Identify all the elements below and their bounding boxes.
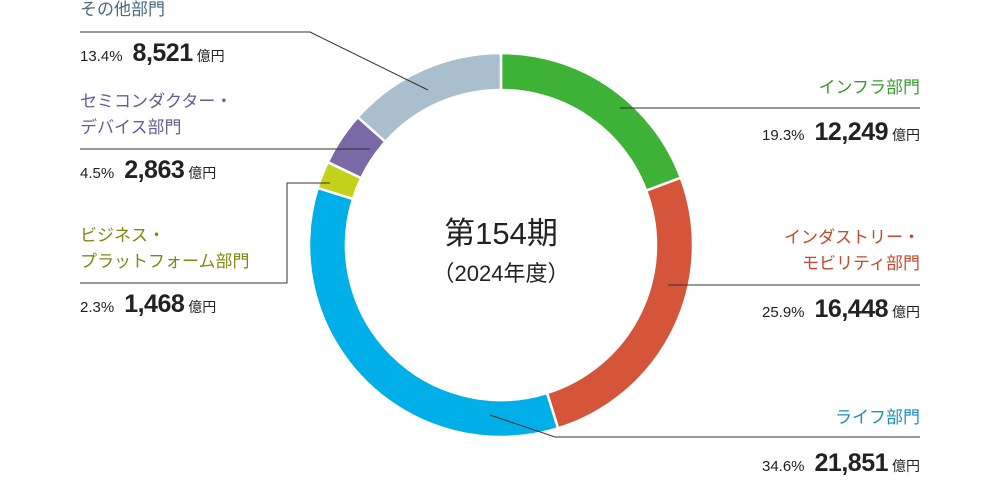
- unit-label: 億円: [892, 304, 920, 320]
- leader-line: [80, 182, 330, 284]
- leader-line: [80, 31, 429, 91]
- donut-segment: [356, 51, 503, 144]
- unit-label: 億円: [892, 127, 920, 143]
- amount-label: 2,863: [124, 156, 185, 184]
- percent-label: 13.4%: [80, 48, 123, 65]
- unit-label: 億円: [892, 458, 920, 474]
- amount-label: 21,851: [814, 449, 889, 477]
- category-label: ビジネス・ プラットフォーム部門: [80, 226, 250, 271]
- amount-label: 8,521: [132, 39, 194, 67]
- category-label: インフラ部門: [818, 78, 921, 97]
- unit-label: 億円: [188, 165, 217, 181]
- category-label: インダストリー・ モビリティ部門: [784, 228, 920, 273]
- donut-segment: [499, 51, 683, 193]
- amount-label: 1,468: [124, 290, 185, 318]
- value-row: 2.3% 1,468 億円: [80, 290, 216, 319]
- value-row: 4.5% 2,863 億円: [80, 156, 216, 185]
- unit-label: 億円: [188, 299, 217, 315]
- percent-label: 2.3%: [80, 299, 115, 316]
- center-subtitle: （2024年度）: [432, 261, 570, 286]
- value-row: 13.4% 8,521 億円: [80, 39, 225, 68]
- category-label: ライフ部門: [835, 408, 920, 427]
- amount-label: 12,249: [814, 118, 889, 146]
- leader-line: [489, 414, 920, 438]
- category-label: セミコンダクター・ デバイス部門: [80, 92, 233, 137]
- unit-label: 億円: [196, 48, 225, 64]
- value-row: 25.9% 16,448 億円: [762, 295, 920, 324]
- value-row: 34.6% 21,851 億円: [762, 449, 920, 478]
- category-label: その他部門: [80, 0, 165, 19]
- percent-label: 25.9%: [761, 304, 805, 321]
- percent-label: 4.5%: [80, 165, 115, 182]
- value-row: 19.3% 12,249 億円: [762, 118, 920, 147]
- percent-label: 19.3%: [761, 127, 805, 144]
- center-title: 第154期: [444, 216, 558, 251]
- amount-label: 16,448: [814, 295, 889, 323]
- percent-label: 34.6%: [761, 458, 805, 475]
